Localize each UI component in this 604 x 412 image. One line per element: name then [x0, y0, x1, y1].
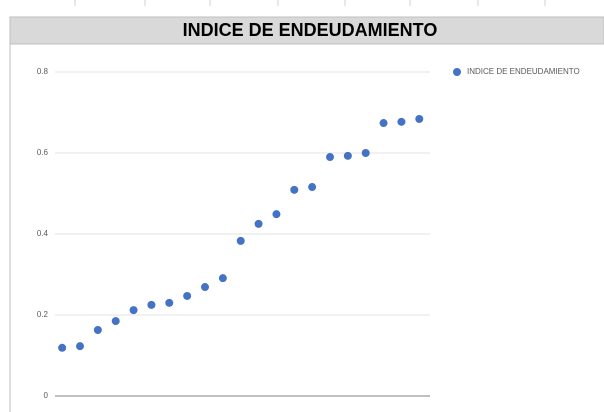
point: [218, 274, 227, 283]
chart-title: INDICE DE ENDEUDAMIENTO: [183, 20, 438, 40]
point: [415, 114, 424, 123]
point: [272, 210, 281, 219]
point: [308, 183, 317, 192]
point: [326, 153, 334, 162]
point: [93, 325, 102, 334]
point: [76, 342, 84, 351]
y-tick-label: 0.8: [37, 67, 49, 76]
point: [397, 117, 406, 126]
point: [183, 291, 192, 300]
title-band: [9, 16, 604, 45]
point: [254, 219, 263, 228]
point: [236, 236, 245, 245]
point: [58, 343, 67, 352]
y-tick-label: 0.4: [37, 229, 49, 238]
legend-label: INDICE DE ENDEUDAMIENTO: [467, 67, 580, 76]
point: [343, 151, 352, 160]
y-tick-label: 0.6: [37, 148, 49, 157]
point: [379, 119, 388, 128]
y-tick-label: 0.2: [37, 310, 49, 319]
point: [165, 298, 174, 307]
point: [111, 317, 120, 326]
point: [147, 300, 156, 309]
point: [129, 306, 138, 315]
column-marks: [74, 0, 546, 6]
legend-marker: [453, 68, 461, 76]
y-tick-label: 0: [44, 391, 49, 400]
point: [201, 283, 209, 292]
point: [361, 149, 370, 157]
point: [290, 185, 299, 194]
